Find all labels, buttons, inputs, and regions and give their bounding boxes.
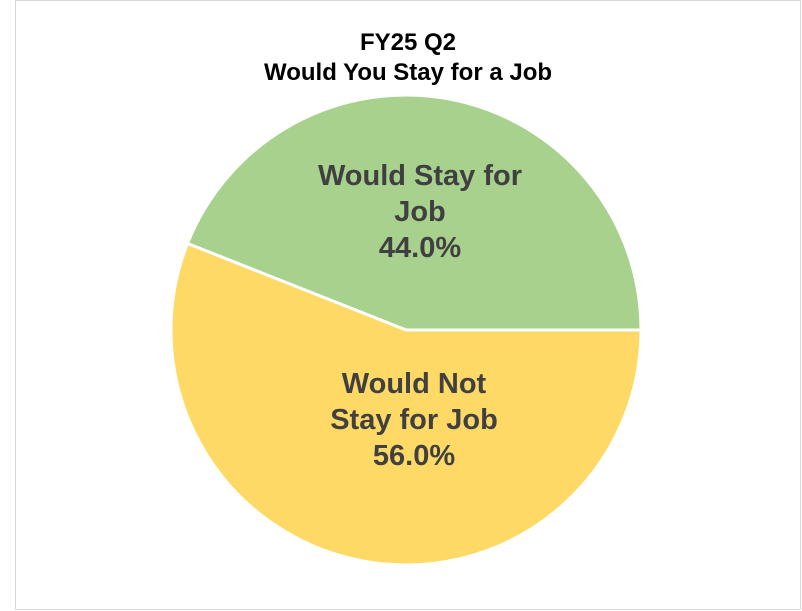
slice-label-1: Would Stay for Job 44.0% bbox=[318, 160, 522, 264]
slice-label-line: Would Stay for bbox=[318, 160, 522, 192]
slice-label-line: Would Not bbox=[342, 368, 487, 400]
slice-labels: Would Stay for Job 44.0% Would Not Stay for … bbox=[318, 160, 522, 472]
slice-label-line: Stay for Job bbox=[330, 404, 498, 436]
chart-title: FY25 Q2 bbox=[359, 29, 457, 56]
pie-slice-2 bbox=[169, 241, 643, 567]
slice-label-line: 56.0% bbox=[373, 440, 455, 472]
chart-subtitle: Would You Stay for a Job bbox=[263, 59, 553, 86]
slice-label-line: Job bbox=[394, 196, 446, 228]
pie-slice-1 bbox=[186, 93, 643, 332]
slice-label-line: 44.0% bbox=[379, 232, 461, 264]
pie-slices bbox=[169, 93, 643, 567]
slice-label-2: Would Not Stay for Job 56.0% bbox=[330, 368, 498, 472]
